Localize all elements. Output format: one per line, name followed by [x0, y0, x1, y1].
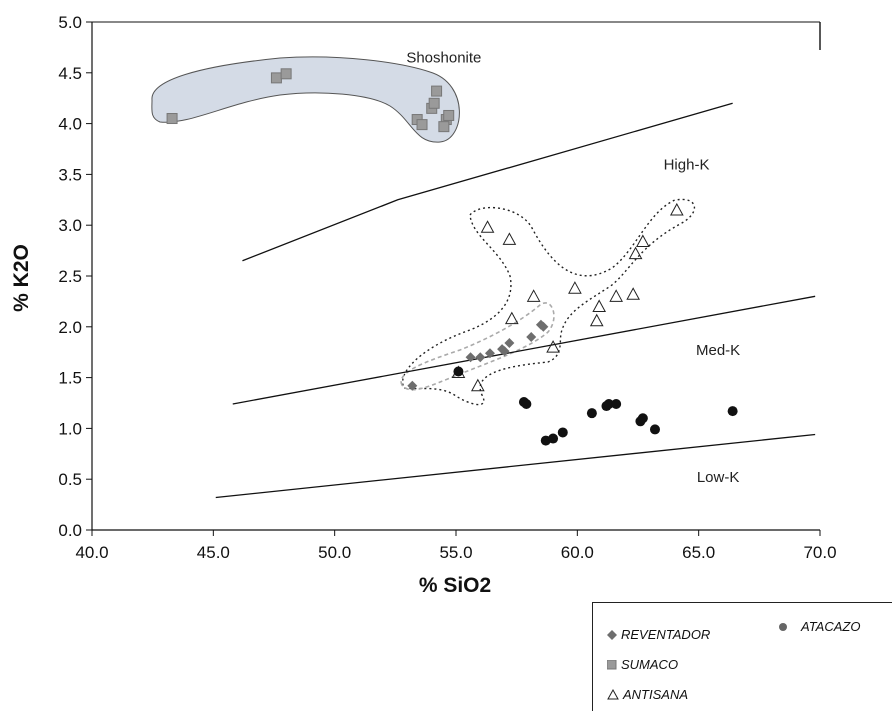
- composition-boundary-lines: [215, 102, 816, 499]
- antisana-point: [568, 281, 582, 294]
- sumaco-point: [428, 97, 440, 109]
- sumaco-point: [443, 109, 455, 121]
- atacazo-point: [586, 408, 597, 419]
- x-tick-label: 60.0: [561, 543, 594, 562]
- reventador-point: [484, 348, 495, 359]
- sumaco-point: [438, 121, 450, 133]
- antisana-point: [502, 232, 517, 245]
- x-tick-label: 65.0: [682, 543, 715, 562]
- region-label-shoshonite: Shoshonite: [406, 50, 481, 67]
- antisana-point: [480, 220, 495, 233]
- antisana-point: [626, 287, 640, 300]
- region-label-med-k: Med-K: [696, 342, 740, 359]
- y-tick-label: 5.0: [58, 13, 82, 32]
- x-axis-ticks: 40.0 45.0 50.0 55.0 60.0 65.0 70.0: [75, 530, 837, 562]
- k2o-sio2-chart: 0.0 0.5 1.0 1.5 2.0 2.5 3.0 3.5 4.0 4.5 5.0 40.0 45…: [10, 13, 837, 597]
- antisana-point: [526, 289, 541, 302]
- legend: REVENTADOR ATACAZO SUMACO ANTISANA: [592, 602, 892, 711]
- legend-label-sumaco: SUMACO: [621, 657, 679, 672]
- y-tick-label: 2.5: [58, 267, 82, 286]
- boundary-line-1: [242, 102, 733, 262]
- y-tick-label: 0.5: [58, 470, 82, 489]
- triangle-icon: [607, 689, 619, 700]
- atacazo-point: [603, 399, 614, 410]
- reventador-point: [475, 352, 486, 363]
- legend-label-antisana: ANTISANA: [623, 687, 689, 702]
- region-label-low-k: Low-K: [697, 469, 740, 486]
- x-tick-label: 45.0: [197, 543, 230, 562]
- atacazo-point: [548, 433, 559, 444]
- reventador-point: [538, 321, 549, 332]
- y-tick-label: 3.0: [58, 216, 82, 235]
- legend-item-reventador: REVENTADOR: [607, 627, 710, 642]
- antisana-point: [470, 378, 485, 392]
- legend-item-antisana: ANTISANA: [607, 687, 688, 702]
- antisana-point: [589, 313, 604, 327]
- reventador-point: [499, 346, 510, 357]
- atacazo-point: [727, 406, 738, 417]
- antisana-point: [504, 311, 519, 325]
- diamond-icon: [607, 629, 617, 640]
- legend-label-atacazo: ATACAZO: [801, 619, 861, 634]
- sumaco-point: [280, 68, 292, 80]
- antisana-point: [592, 299, 607, 312]
- atacazo-point: [649, 424, 660, 435]
- atacazo-point: [453, 366, 464, 377]
- reventador-field-envelope: [400, 302, 555, 391]
- reventador-point: [407, 380, 418, 391]
- region-label-high-k: High-K: [664, 156, 710, 173]
- sumaco-point: [431, 85, 443, 97]
- atacazo-point: [611, 399, 622, 410]
- atacazo-point: [557, 427, 568, 438]
- y-tick-label: 4.0: [58, 115, 82, 134]
- reventador-point: [465, 352, 476, 363]
- x-tick-label: 50.0: [318, 543, 351, 562]
- y-tick-label: 0.0: [58, 521, 82, 540]
- y-tick-label: 4.5: [58, 64, 82, 83]
- reventador-point: [504, 338, 515, 349]
- legend-label-reventador: REVENTADOR: [621, 627, 711, 642]
- antisana-point: [669, 202, 684, 216]
- y-tick-label: 1.5: [58, 369, 82, 388]
- reventador-point: [526, 331, 537, 342]
- y-axis-ticks: 0.0 0.5 1.0 1.5 2.0 2.5 3.0 3.5 4.0 4.5 5.0: [58, 13, 92, 540]
- x-axis-title: % SiO2: [419, 574, 491, 597]
- y-tick-label: 3.5: [58, 165, 82, 184]
- y-axis-title: % K2O: [10, 244, 33, 312]
- x-tick-label: 55.0: [439, 543, 472, 562]
- atacazo-point: [637, 413, 648, 424]
- antisana-point: [628, 246, 643, 260]
- y-tick-label: 1.0: [58, 419, 82, 438]
- y-tick-label: 2.0: [58, 318, 82, 337]
- sumaco-field-envelope: [151, 56, 460, 143]
- sumaco-point: [166, 113, 178, 125]
- legend-item-atacazo: ATACAZO: [777, 619, 860, 634]
- antisana-point: [609, 289, 624, 302]
- boundary-line-2: [232, 295, 816, 405]
- region-labels: Shoshonite High-K Med-K Low-K: [406, 50, 740, 487]
- legend-item-sumaco: SUMACO: [607, 657, 678, 672]
- x-tick-label: 40.0: [75, 543, 108, 562]
- atacazo-point: [521, 399, 532, 410]
- sumaco-point: [270, 72, 282, 84]
- square-icon: [607, 659, 617, 669]
- antisana-point: [636, 234, 650, 247]
- antisana-field-envelope: [401, 198, 696, 406]
- boundary-line-3: [215, 433, 816, 499]
- data-points: [166, 68, 738, 446]
- circle-icon: [779, 622, 787, 631]
- x-tick-label: 70.0: [803, 543, 836, 562]
- antisana-point: [546, 340, 560, 353]
- sumaco-point: [416, 119, 428, 131]
